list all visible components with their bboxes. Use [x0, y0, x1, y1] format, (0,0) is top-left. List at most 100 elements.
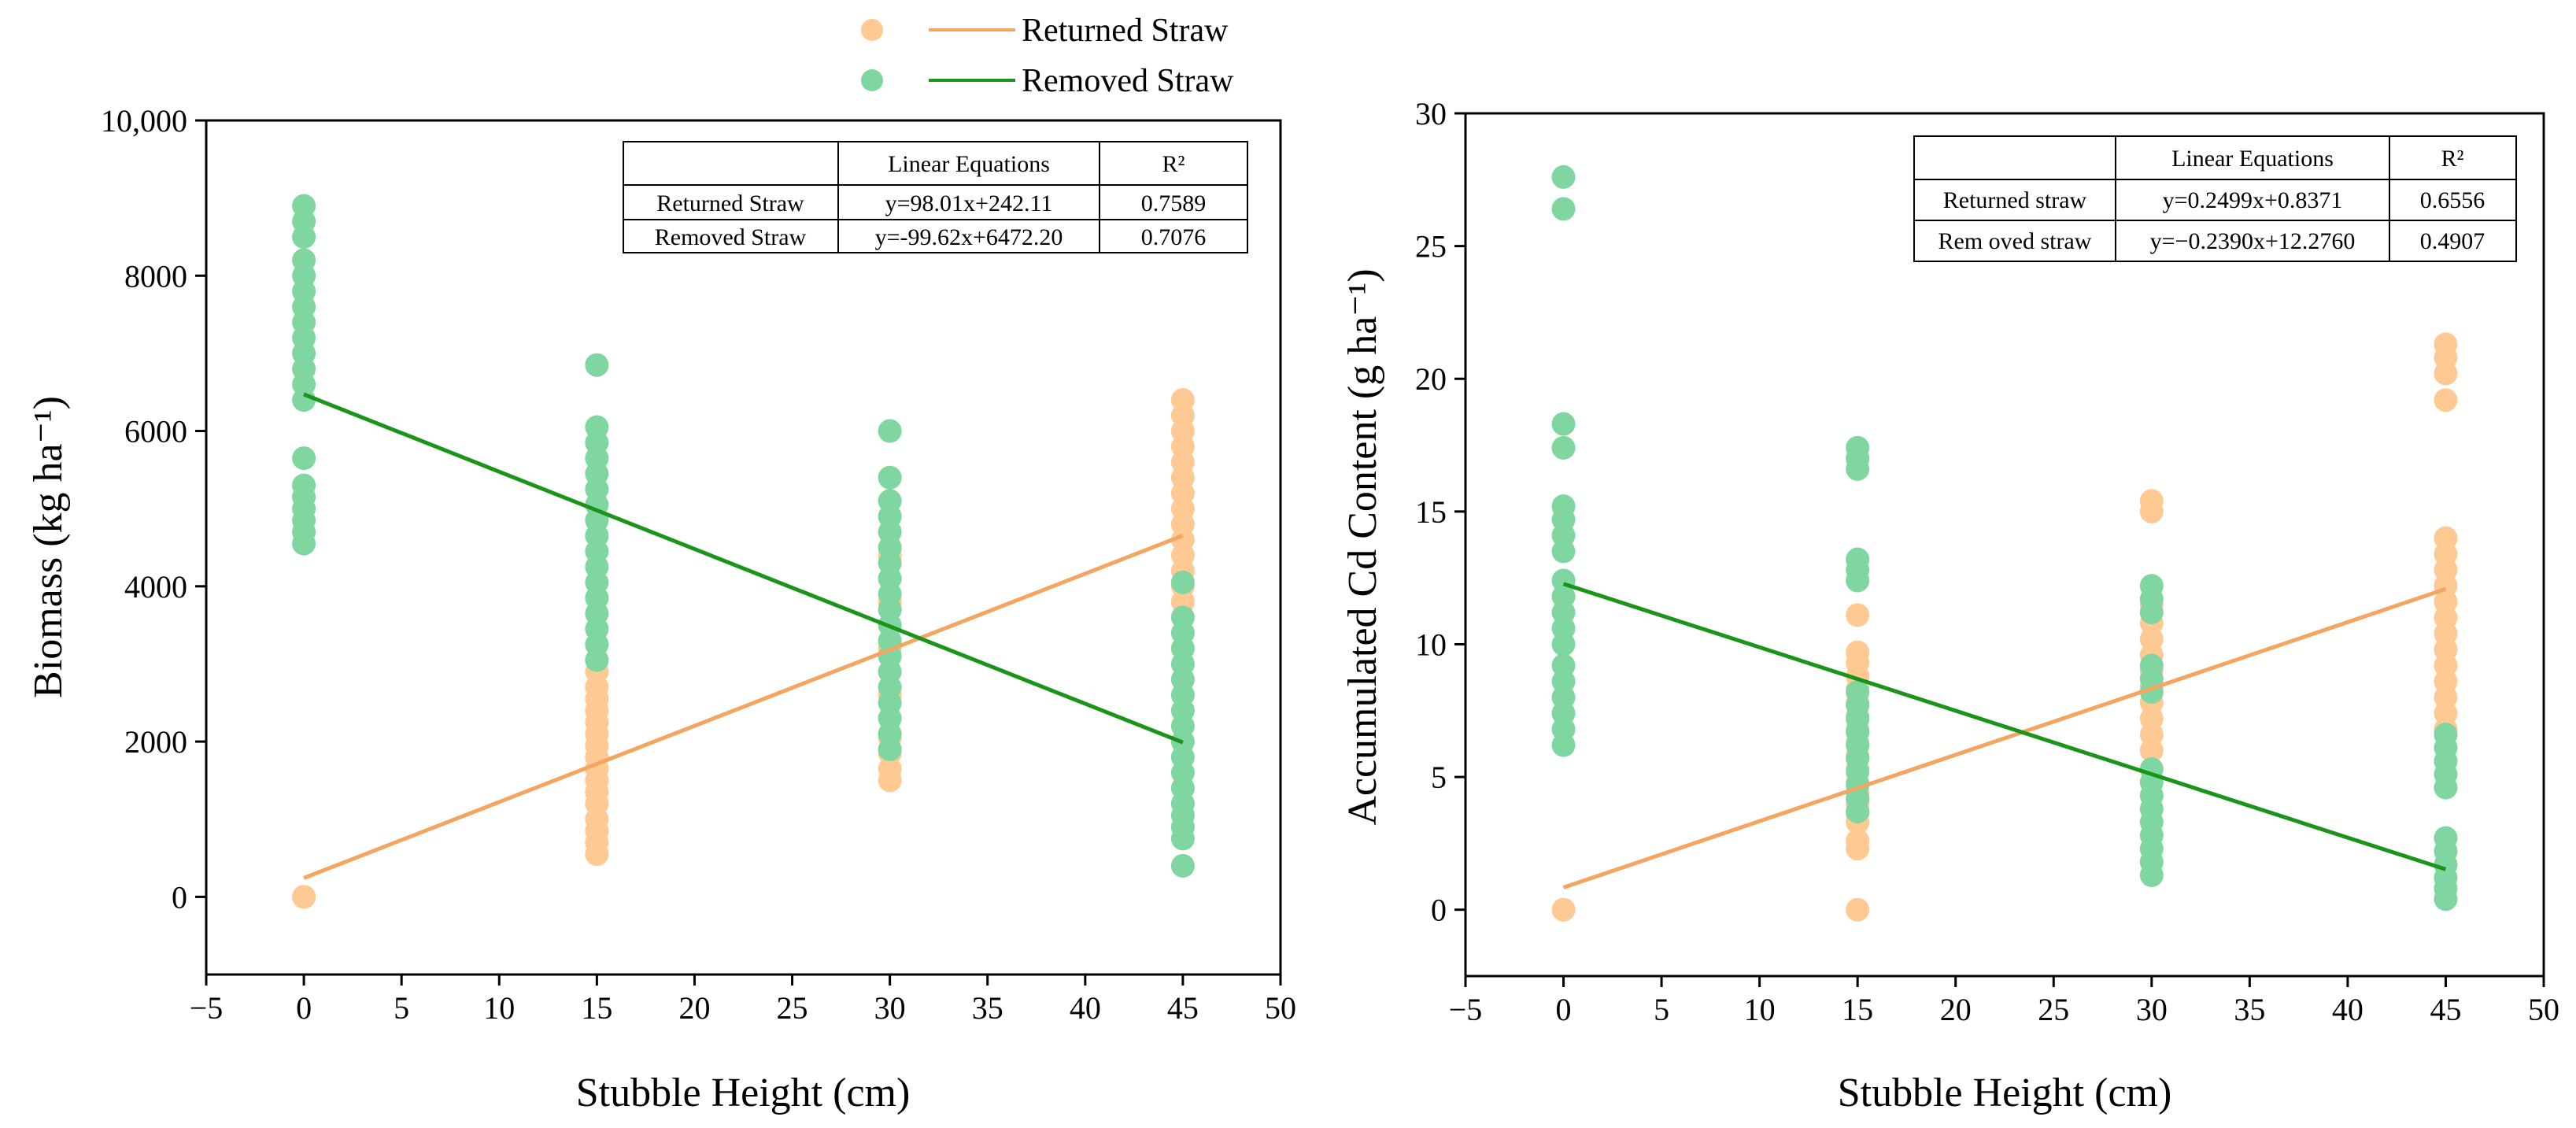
data-point-removed-straw — [585, 415, 609, 439]
y-tick-label: 0 — [172, 879, 187, 915]
data-point-returned-straw — [1846, 829, 1870, 853]
biomass-plot-frame — [205, 119, 1282, 976]
table-row-r2: 0.7589 — [1141, 190, 1207, 216]
data-point-removed-straw — [1846, 547, 1870, 571]
cd-y-axis-title: Accumulated Cd Content (g ha⁻¹) — [1340, 268, 1385, 825]
data-point-removed-straw — [1551, 653, 1576, 678]
x-tick-label: 10 — [1744, 992, 1776, 1027]
data-point-removed-straw — [2139, 653, 2164, 678]
x-tick-label: 35 — [972, 990, 1003, 1026]
table-row-r2: 0.6556 — [2420, 187, 2485, 213]
data-point-removed-straw — [292, 194, 316, 218]
table-row-equation: y=-99.62x+6472.20 — [875, 224, 1063, 250]
data-point-removed-straw — [2139, 574, 2164, 598]
legend: Returned Straw Removed Straw — [861, 13, 1234, 99]
fit-line-returned-straw — [1562, 586, 2447, 889]
data-point-returned-straw — [1846, 897, 1870, 922]
data-point-returned-straw — [2434, 388, 2458, 412]
data-point-returned-straw — [2434, 332, 2458, 357]
data-point-removed-straw — [2434, 723, 2458, 747]
x-tick-label: 0 — [296, 990, 312, 1026]
table-row-equation: y=−0.2390x+12.2760 — [2150, 228, 2356, 254]
data-point-returned-straw — [2139, 489, 2164, 513]
biomass-x-axis-title: Stubble Height (cm) — [576, 1071, 911, 1115]
x-tick-label: 30 — [2136, 992, 2168, 1027]
table-header-equations: Linear Equations — [888, 151, 1050, 177]
data-point-removed-straw — [292, 248, 316, 272]
x-tick-label: −5 — [190, 990, 224, 1026]
data-point-removed-straw — [1551, 197, 1576, 221]
data-point-removed-straw — [1170, 853, 1195, 878]
y-tick-label: 30 — [1415, 96, 1447, 131]
x-tick-label: 40 — [1070, 990, 1101, 1026]
table-header-equations: Linear Equations — [2171, 146, 2334, 172]
biomass-equation-table: Linear Equations R² Returned Straw y=98.… — [623, 141, 1248, 253]
x-tick-label: 10 — [483, 990, 515, 1026]
data-point-removed-straw — [1551, 165, 1576, 189]
biomass-axis-ticks: −5 0 5 10 15 20 25 30 35 40 45 50 0 2000 4000 6000 8000 1… — [101, 103, 1296, 1026]
x-tick-label: 20 — [1940, 992, 1972, 1027]
x-tick-label: 0 — [1556, 992, 1572, 1027]
y-tick-label: 10 — [1415, 627, 1447, 662]
table-row-label: Returned Straw — [656, 190, 804, 216]
data-point-removed-straw — [1551, 494, 1576, 519]
biomass-points — [292, 194, 1195, 909]
data-point-removed-straw — [2434, 826, 2458, 850]
x-tick-label: 25 — [777, 990, 808, 1026]
x-tick-label: 45 — [2430, 992, 2461, 1027]
data-point-removed-straw — [1170, 570, 1195, 594]
table-row-label: Rem oved straw — [1938, 228, 2092, 254]
table-row-label: Removed Straw — [655, 224, 807, 250]
y-tick-label: 20 — [1415, 361, 1447, 397]
data-point-removed-straw — [585, 353, 609, 377]
data-point-removed-straw — [292, 473, 316, 497]
x-tick-label: −5 — [1449, 992, 1483, 1027]
y-tick-label: 15 — [1415, 494, 1447, 530]
x-tick-label: 50 — [1265, 990, 1296, 1026]
data-point-returned-straw — [1170, 388, 1195, 412]
y-tick-label: 4000 — [124, 569, 187, 605]
legend-label-removed-straw: Removed Straw — [1022, 63, 1234, 99]
x-tick-label: 25 — [2038, 992, 2069, 1027]
fit-line-returned-straw — [303, 534, 1184, 880]
data-point-removed-straw — [1551, 568, 1576, 593]
data-point-removed-straw — [1846, 680, 1870, 705]
table-row-equation: y=0.2499x+0.8371 — [2163, 187, 2343, 213]
table-header-r2: R² — [1162, 151, 1185, 177]
data-point-removed-straw — [1170, 605, 1195, 630]
fit-line-removed-straw — [1562, 582, 2447, 871]
biomass-fit-lines — [303, 392, 1184, 880]
cd-x-axis-title: Stubble Height (cm) — [1838, 1071, 2172, 1115]
table-row-r2: 0.4907 — [2420, 228, 2485, 254]
x-tick-label: 5 — [394, 990, 409, 1026]
cd-content-chart: −5 0 5 10 15 20 25 30 35 40 45 50 0 5 10 15 20 25 30 Stubb… — [1340, 96, 2559, 1115]
y-tick-label: 5 — [1431, 760, 1447, 795]
data-point-removed-straw — [292, 446, 316, 471]
data-point-removed-straw — [1551, 412, 1576, 436]
cd-points — [1551, 165, 2458, 922]
y-tick-label: 10,000 — [101, 103, 187, 139]
x-tick-label: 20 — [678, 990, 710, 1026]
legend-marker-removed-straw — [861, 69, 883, 91]
table-row-label: Returned straw — [1943, 187, 2087, 213]
data-point-returned-straw — [1551, 897, 1576, 922]
x-tick-label: 15 — [1842, 992, 1873, 1027]
y-tick-label: 8000 — [124, 258, 187, 294]
cd-equation-table: Linear Equations R² Returned straw y=0.2… — [1913, 135, 2517, 262]
biomass-chart: −5 0 5 10 15 20 25 30 35 40 45 50 0 2000 4000 6000 8000 1… — [26, 103, 1296, 1115]
fit-line-removed-straw — [303, 392, 1184, 745]
y-tick-label: 2000 — [124, 724, 187, 760]
x-tick-label: 15 — [581, 990, 612, 1026]
y-tick-label: 0 — [1431, 893, 1447, 928]
legend-label-returned-straw: Returned Straw — [1022, 13, 1229, 49]
x-tick-label: 50 — [2528, 992, 2559, 1027]
data-point-removed-straw — [878, 419, 902, 443]
cd-fit-lines — [1562, 582, 2447, 889]
x-tick-label: 40 — [2332, 992, 2363, 1027]
data-point-removed-straw — [878, 489, 902, 513]
data-point-removed-straw — [878, 465, 902, 490]
cd-plot-frame — [1464, 112, 2545, 978]
data-point-returned-straw — [2434, 526, 2458, 550]
y-tick-label: 25 — [1415, 229, 1447, 264]
